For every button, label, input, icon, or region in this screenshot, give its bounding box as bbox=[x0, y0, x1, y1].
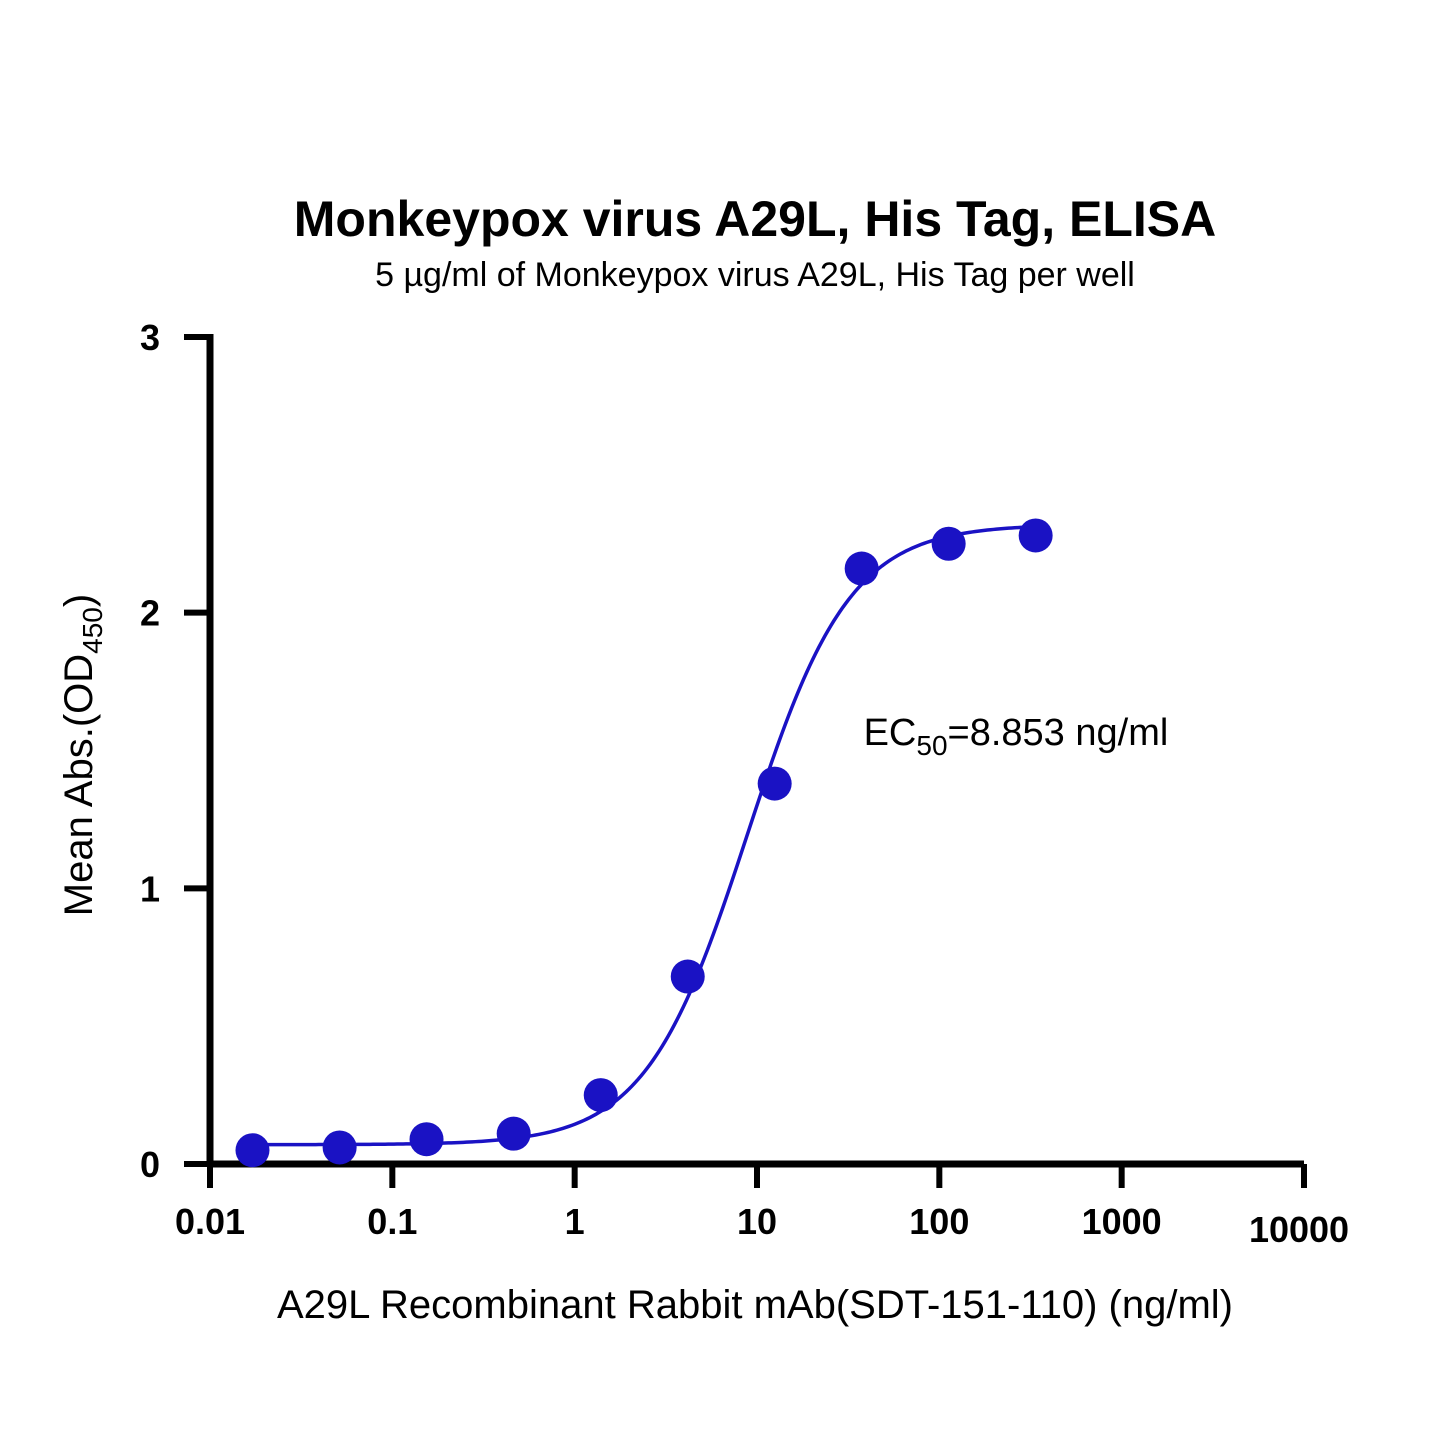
chart-subtitle: 5 µg/ml of Monkeypox virus A29L, His Tag… bbox=[375, 256, 1135, 294]
y-axis-label: Mean Abs.(OD450) bbox=[57, 594, 108, 916]
x-tick-label: 10 bbox=[737, 1201, 777, 1242]
data-point bbox=[235, 1133, 270, 1168]
ec50-annotation: EC50=8.853 ng/ml bbox=[864, 712, 1169, 761]
x-axis-ticks: 0.01 0.1 1 10 100 1000 10000 bbox=[175, 1164, 1349, 1250]
y-tick-label: 2 bbox=[140, 593, 160, 634]
ec50-value: =8.853 ng/ml bbox=[948, 712, 1169, 754]
x-tick-label: 10000 bbox=[1249, 1209, 1349, 1250]
data-point bbox=[757, 766, 792, 801]
ec50-subscript: 50 bbox=[916, 730, 947, 761]
x-axis-label: A29L Recombinant Rabbit mAb(SDT-151-110)… bbox=[277, 1283, 1233, 1327]
y-tick-label: 3 bbox=[140, 317, 160, 358]
data-point bbox=[496, 1116, 531, 1151]
fit-curve-line bbox=[252, 524, 1036, 1147]
y-axis-label-close: ) bbox=[57, 594, 101, 607]
data-point bbox=[844, 551, 879, 586]
x-tick-label: 100 bbox=[909, 1201, 969, 1242]
data-point bbox=[583, 1078, 618, 1113]
y-tick-label: 1 bbox=[140, 868, 160, 909]
data-points bbox=[235, 518, 1053, 1168]
data-point bbox=[409, 1122, 444, 1157]
data-point bbox=[931, 526, 966, 561]
y-axis-ticks: 0 1 2 3 bbox=[140, 317, 210, 1185]
x-tick-label: 1 bbox=[565, 1201, 585, 1242]
y-axis-label-main: Mean Abs.(OD bbox=[57, 654, 101, 916]
data-point bbox=[1018, 518, 1053, 553]
data-point bbox=[670, 959, 705, 994]
x-tick-label: 1000 bbox=[1082, 1201, 1162, 1242]
chart-title: Monkeypox virus A29L, His Tag, ELISA bbox=[294, 191, 1216, 247]
ec50-prefix: EC bbox=[864, 712, 917, 754]
x-tick-label: 0.01 bbox=[175, 1201, 245, 1242]
data-point bbox=[322, 1130, 357, 1165]
x-tick-label: 0.1 bbox=[367, 1201, 417, 1242]
y-axis-label-subscript: 450 bbox=[77, 607, 108, 654]
y-tick-label: 0 bbox=[140, 1144, 160, 1185]
